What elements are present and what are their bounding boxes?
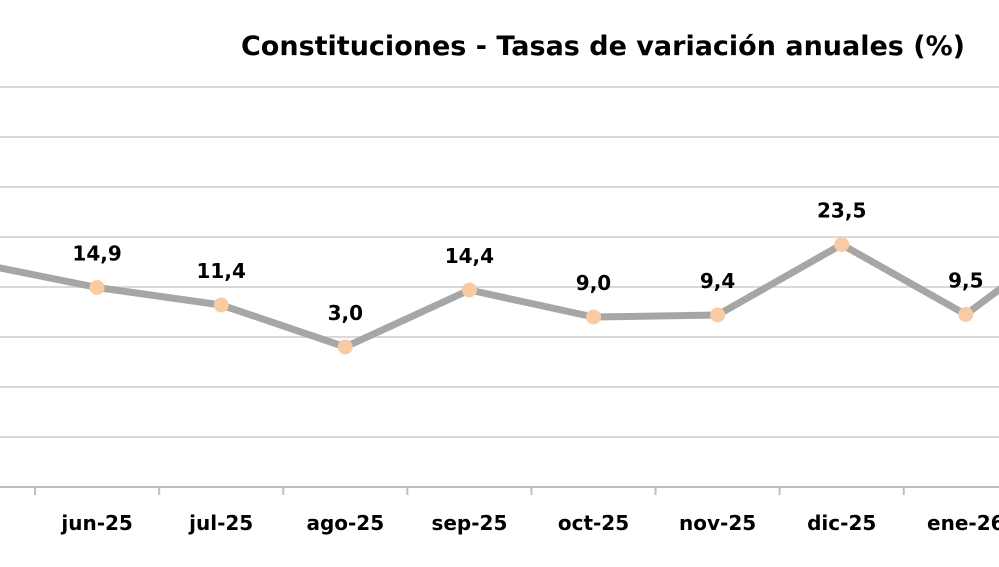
- data-label: 9,0: [576, 271, 611, 295]
- data-point: [337, 339, 353, 355]
- data-label: 3,0: [328, 301, 363, 325]
- data-point: [834, 237, 850, 252]
- chart-title: Constituciones - Tasas de variación anua…: [241, 31, 965, 62]
- x-tick-label: ene-26: [927, 511, 999, 535]
- x-tick-label: sep-25: [431, 511, 507, 535]
- x-tick-label: jun-25: [60, 511, 132, 535]
- x-tick-label: nov-25: [679, 511, 756, 535]
- data-label: 11,4: [197, 259, 246, 283]
- series-line: [0, 241, 999, 351]
- data-label: 23,5: [817, 199, 866, 223]
- x-tick-label: jul-25: [188, 511, 253, 535]
- x-tick-label: oct-25: [558, 511, 629, 535]
- data-point: [958, 307, 974, 322]
- x-tick-label: dic-25: [807, 511, 876, 535]
- data-point: [213, 297, 229, 313]
- data-label: 9,5: [948, 269, 983, 293]
- data-point: [461, 282, 477, 298]
- x-tick-label: ago-25: [306, 511, 384, 535]
- data-point: [89, 280, 105, 295]
- data-point: [586, 309, 601, 325]
- data-label: 14,4: [445, 244, 494, 268]
- data-point: [710, 307, 726, 323]
- data-label: 14,9: [72, 242, 121, 266]
- data-label: 9,4: [700, 269, 735, 293]
